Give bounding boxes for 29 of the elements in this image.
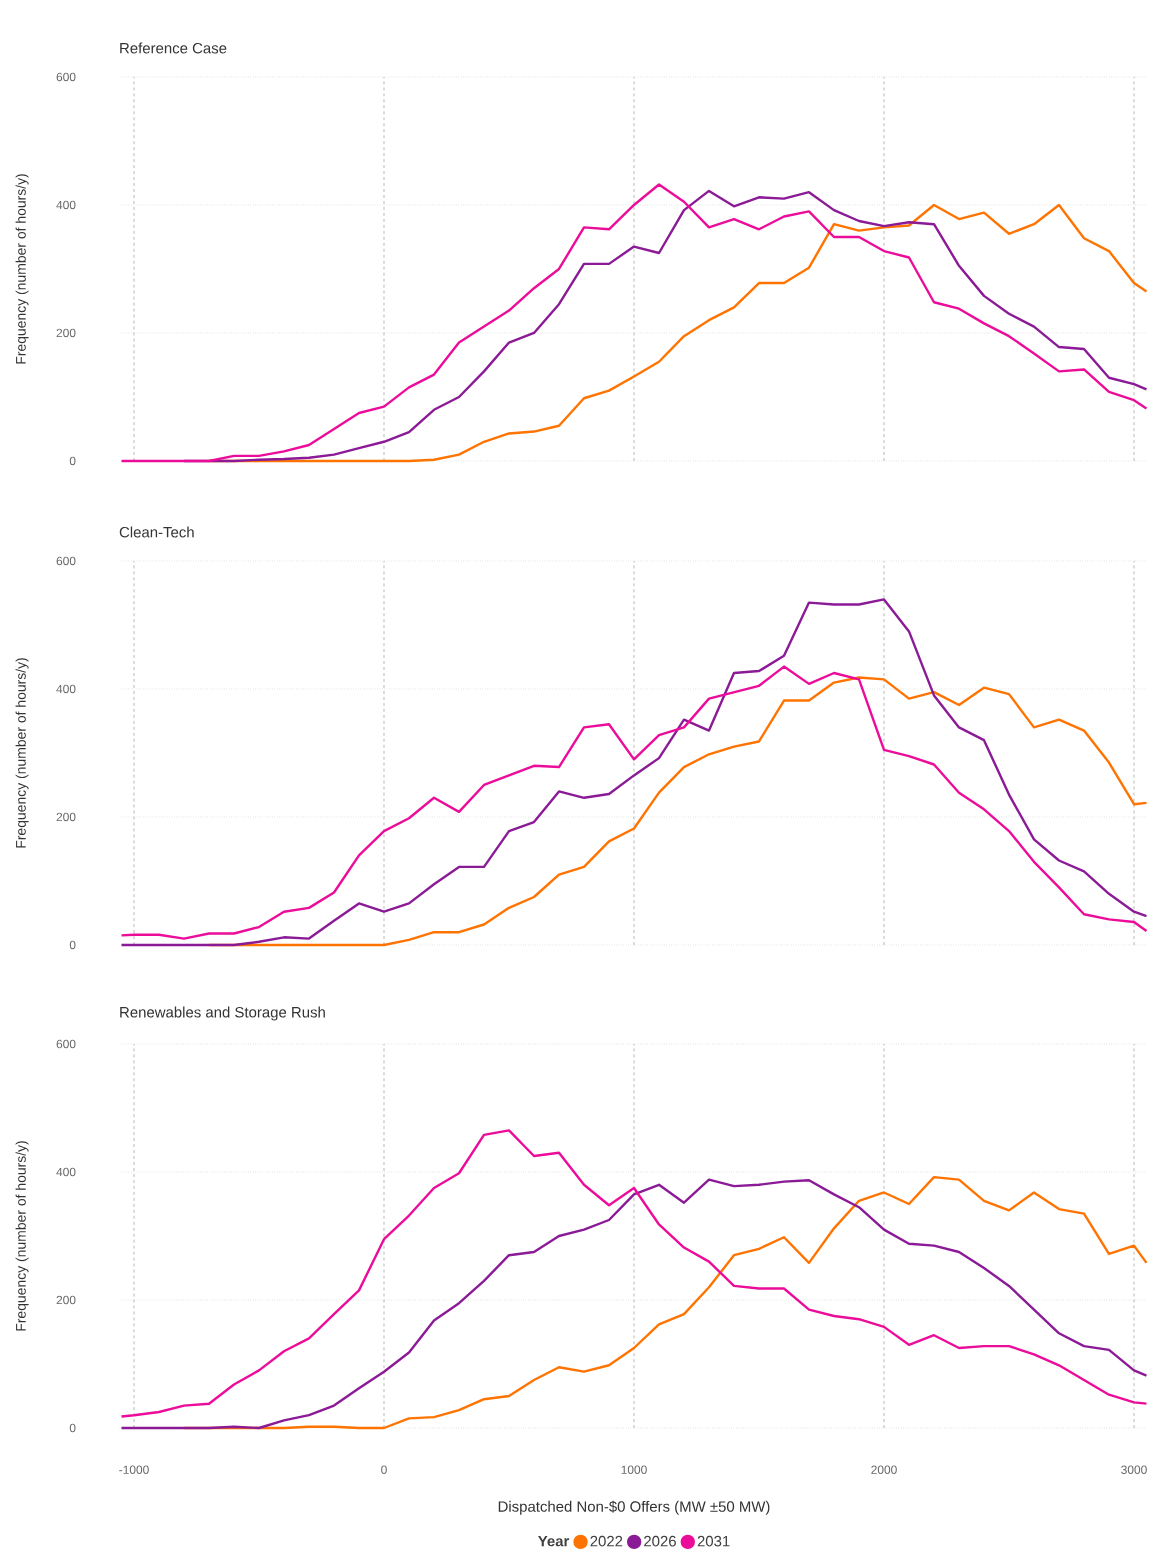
legend-label: 2022 — [590, 1535, 623, 1547]
y-tick-label: 600 — [56, 1039, 76, 1049]
y-tick-label: 0 — [69, 940, 76, 950]
line-series — [120, 1129, 1148, 1418]
x-tick-label: 0 — [381, 1465, 387, 1474]
x-axis-title: Dispatched Non-$0 Offers (MW ±50 MW) — [498, 1500, 770, 1515]
y-tick-label: 200 — [56, 328, 76, 338]
y-tick-label: 200 — [56, 1295, 76, 1305]
y-tick-label: 0 — [69, 456, 76, 466]
chart-title: Clean-Tech — [119, 526, 194, 538]
legend-title: Year — [538, 1535, 570, 1547]
y-axis-title: Frequency (number of hours/y) — [15, 658, 29, 848]
y-tick-label: 600 — [56, 72, 76, 82]
y-tick-label: 600 — [56, 556, 76, 566]
y-tick-label: 400 — [56, 200, 76, 210]
x-tick-label: 3000 — [1121, 1465, 1147, 1474]
y-axis-title: Frequency (number of hours/y) — [15, 1141, 29, 1331]
x-tick-label: -1000 — [119, 1465, 149, 1474]
x-tick-label: 2000 — [871, 1465, 897, 1474]
chart-title: Renewables and Storage Rush — [120, 1006, 325, 1021]
y-tick-label: 200 — [56, 812, 76, 822]
chart-title: Reference Case — [120, 42, 227, 54]
x-tick-label: 1000 — [621, 1465, 647, 1474]
y-tick-label: 0 — [69, 1423, 76, 1433]
y-axis-title: Frequency (number of hours/y) — [15, 174, 29, 364]
legend-label: 2026 — [644, 1535, 676, 1547]
legend-label: 2031 — [697, 1535, 730, 1547]
y-tick-label: 400 — [56, 1167, 76, 1177]
y-tick-label: 400 — [56, 684, 76, 694]
